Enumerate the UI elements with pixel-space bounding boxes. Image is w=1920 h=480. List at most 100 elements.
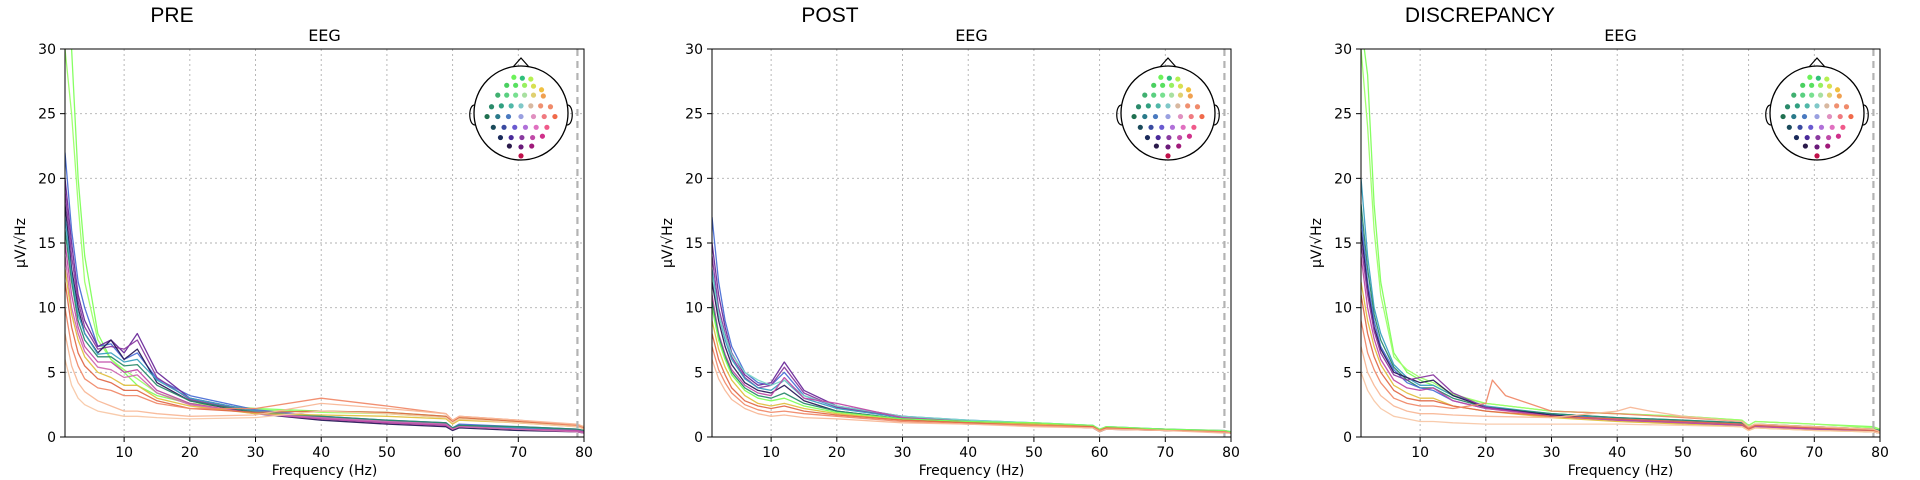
electrode-dot [1818, 124, 1825, 130]
psd-series-line [712, 307, 1231, 433]
x-tick-label: 50 [1025, 445, 1043, 461]
electrode-dot [1814, 144, 1820, 150]
psd-series-line [712, 217, 1231, 433]
electrode-dot [1817, 92, 1824, 98]
psd-series-line [712, 301, 1231, 434]
psd-series-line [65, 217, 584, 433]
right-ear-outline [566, 104, 573, 126]
x-tick-label: 50 [378, 445, 396, 461]
electrode-dot [508, 103, 514, 109]
electrode-dot [1809, 82, 1815, 88]
electrode-dot [521, 92, 528, 98]
electrode-dot [1155, 134, 1161, 141]
electrode-dot [519, 75, 525, 81]
electrode-dot [1142, 92, 1148, 98]
electrode-dot [1826, 83, 1833, 89]
psd-series-line [712, 281, 1231, 434]
psd-series-line [1361, 346, 1880, 433]
x-tick-label: 40 [1608, 445, 1626, 461]
electrode-dot [1142, 113, 1148, 120]
y-tick-label: 30 [38, 42, 56, 58]
electrode-dot [522, 124, 529, 130]
electrode-dot [1165, 144, 1171, 150]
electrode-dot [1807, 74, 1813, 80]
y-tick-label: 20 [1334, 171, 1352, 187]
y-tick-label: 15 [1334, 236, 1352, 252]
y-tick-label: 15 [38, 236, 56, 252]
panel-title: DISCREPANCY [1405, 4, 1555, 27]
electrode-dot [1151, 82, 1157, 88]
electrode-dot [1843, 104, 1850, 110]
electrode-dot [533, 124, 539, 130]
electrode-dot [530, 83, 537, 89]
electrode-dot [1185, 103, 1191, 109]
y-axis-label: µV/√Hz [660, 218, 676, 268]
psd-series-line [65, 333, 584, 428]
electrode-dot [1166, 134, 1172, 141]
x-tick-label: 30 [1543, 445, 1561, 461]
electrode-dot [518, 103, 524, 109]
electrode-dot [1153, 143, 1159, 149]
electrode-dot [1793, 134, 1800, 141]
x-tick-label: 70 [509, 445, 527, 461]
psd-series-line [65, 230, 584, 432]
electrode-dot [528, 103, 534, 109]
electrode-dot [1826, 92, 1833, 98]
y-axis-label: µV/√Hz [13, 218, 29, 268]
electrode-dot [506, 143, 512, 149]
electrode-dot [1186, 133, 1193, 139]
y-tick-label: 0 [1343, 430, 1352, 446]
electrode-dot [1166, 75, 1172, 81]
x-tick-label: 20 [828, 445, 846, 461]
electrode-dot [541, 113, 547, 120]
electrode-dot [1160, 82, 1166, 88]
right-ear-outline [1862, 104, 1869, 126]
electrode-dot [1180, 124, 1186, 130]
electrode-dot [1800, 92, 1806, 98]
electrode-dot [547, 104, 554, 110]
electrode-dot [1168, 82, 1175, 88]
electrode-dot [513, 82, 519, 88]
electrode-dot [498, 103, 504, 109]
psd-series-line [65, 281, 584, 429]
series-group [712, 217, 1231, 434]
x-tick-label: 40 [959, 445, 977, 461]
psd-series-line [1361, 242, 1880, 434]
electrode-dot [1815, 134, 1821, 141]
psd-series-line [1361, 217, 1880, 433]
head-sensor-inset [1765, 57, 1869, 161]
series-group [1361, 49, 1880, 434]
psd-series-line [65, 255, 584, 434]
electrode-dot [530, 113, 537, 120]
x-tick-label: 10 [762, 445, 780, 461]
electrode-dot [518, 113, 524, 120]
electrode-dot [1177, 134, 1183, 141]
electrode-dot [1824, 103, 1830, 109]
electrode-dot [1151, 92, 1157, 98]
electrode-dot [1791, 113, 1797, 120]
electrode-dot [1825, 143, 1831, 149]
psd-series-line [712, 268, 1231, 434]
electrode-dot [513, 92, 519, 98]
electrode-dot [1804, 134, 1810, 141]
psd-series-line [65, 307, 584, 429]
electrode-dot [1137, 124, 1143, 130]
electrode-dot [528, 76, 534, 82]
x-tick-label: 80 [575, 445, 593, 461]
electrode-dot [1829, 124, 1835, 130]
electrode-dot [495, 113, 501, 120]
electrode-dot [1801, 113, 1808, 120]
electrode-dot [529, 143, 535, 149]
electrode-dot [504, 82, 510, 88]
electrode-dot [1155, 103, 1161, 109]
nose-outline [1159, 57, 1177, 68]
electrode-dot [1165, 153, 1171, 159]
y-tick-label: 0 [694, 430, 703, 446]
panel-subtitle: EEG [308, 26, 341, 45]
x-tick-label: 10 [115, 445, 133, 461]
electrode-dot [1135, 104, 1142, 110]
electrode-dot [1177, 92, 1184, 98]
y-tick-label: 5 [1343, 365, 1352, 381]
